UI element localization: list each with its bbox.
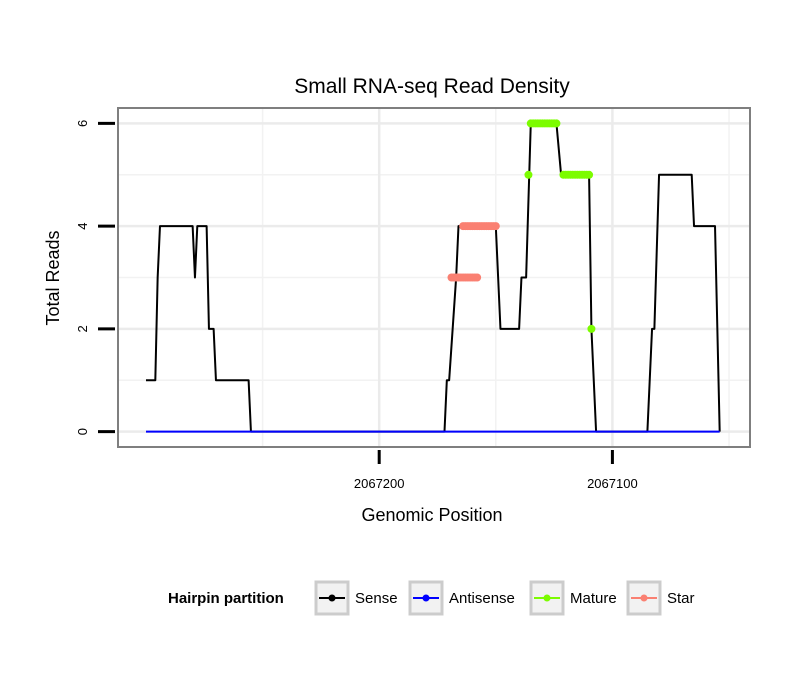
- chart-title: Small RNA-seq Read Density: [294, 75, 570, 98]
- legend-dot-star: [640, 594, 648, 602]
- data-point-mature: [552, 119, 561, 128]
- x-axis-title: Genomic Position: [361, 505, 502, 525]
- data-point-mature: [585, 170, 594, 179]
- legend-dot-sense: [328, 594, 336, 602]
- legend-label-star: Star: [667, 590, 695, 607]
- data-point-star: [473, 273, 482, 282]
- legend-title: Hairpin partition: [168, 590, 284, 607]
- legend-label-mature: Mature: [570, 590, 617, 607]
- y-tick-label: 6: [75, 120, 90, 127]
- legend-dot-antisense: [422, 594, 430, 602]
- y-tick-label: 2: [75, 325, 90, 332]
- data-point-mature: [587, 324, 596, 333]
- plot-area: 0 2 4 6 2067200 2067100: [75, 107, 751, 491]
- legend: Hairpin partition Sense Antisense Mature St…: [168, 580, 695, 616]
- plot-border: [117, 107, 751, 448]
- data-point-star: [491, 222, 500, 231]
- y-tick-label: 0: [75, 428, 90, 435]
- legend-label-antisense: Antisense: [449, 590, 515, 607]
- legend-label-sense: Sense: [355, 590, 398, 607]
- x-tick-label: 2067200: [354, 476, 405, 491]
- series-line-sense: [145, 122, 721, 433]
- data-point-mature: [524, 170, 533, 179]
- legend-dot-mature: [543, 594, 551, 602]
- y-tick-label: 4: [75, 223, 90, 230]
- x-tick-label: 2067100: [587, 476, 638, 491]
- y-axis-title: Total Reads: [43, 230, 63, 325]
